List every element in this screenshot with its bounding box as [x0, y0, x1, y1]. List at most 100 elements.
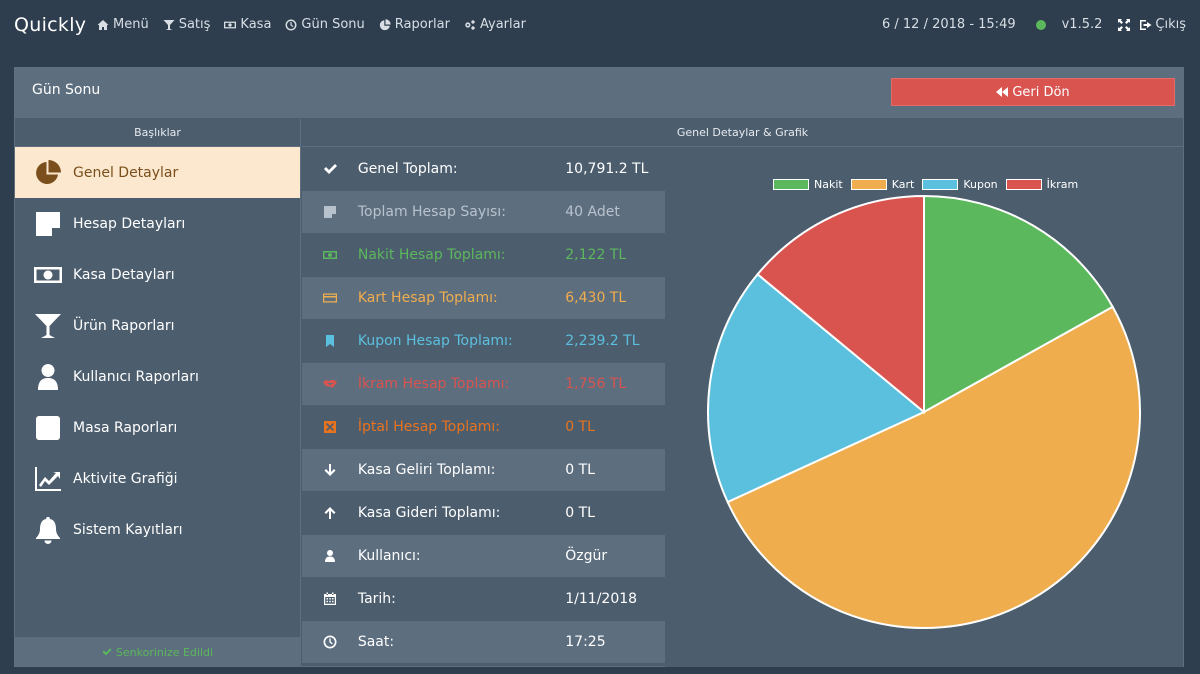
nav-menu[interactable]: Menü [97, 17, 149, 32]
sidebar-item-label: Sistem Kayıtları [73, 521, 183, 538]
check-icon [102, 648, 112, 656]
nav-satis[interactable]: Satış [163, 17, 211, 32]
row-value: Özgür [565, 548, 608, 564]
nav-menu-label: Menü [113, 17, 149, 32]
sync-status-label: Senkorinize Edildi [115, 645, 214, 659]
row-label: Toplam Hesap Sayısı: [357, 204, 506, 220]
nav-raporlar-label: Raporlar [394, 17, 450, 32]
sidebar-item-label: Hesap Detayları [73, 215, 186, 232]
nav-kasa[interactable]: Kasa [224, 17, 271, 32]
logout-button[interactable]: Çıkış [1140, 17, 1186, 32]
bell-icon [33, 515, 63, 545]
pie-chart: Nakit Kart Kupon İkram [665, 148, 1183, 667]
brand-logo[interactable]: Quickly [14, 14, 87, 36]
legend-entry[interactable]: Kart [850, 178, 915, 191]
table-row: Nakit Hesap Toplamı: 2,122 TL [302, 234, 665, 277]
row-value: 0 TL [565, 462, 595, 478]
row-value: 40 Adet [565, 204, 620, 220]
online-status-indicator [1035, 19, 1046, 30]
table-row: Toplam Hesap Sayısı: 40 Adet [302, 191, 665, 234]
sidebar-header: Başlıklar [15, 119, 300, 147]
table-row: İptal Hesap Toplamı: 0 TL [302, 406, 665, 449]
sidebar-item-label: Masa Raporları [73, 419, 178, 436]
back-button[interactable]: Geri Dön [891, 78, 1175, 106]
nav-gun-sonu[interactable]: Gün Sonu [285, 17, 365, 32]
report-sidebar: Başlıklar Genel Detaylar Hesap Detayları… [15, 119, 301, 667]
table-row: Genel Toplam: 10,791.2 TL [302, 148, 665, 191]
legend-entry[interactable]: İkram [1005, 178, 1079, 191]
sticky-note-icon [33, 209, 63, 239]
pie-slice-kupon[interactable] [707, 272, 926, 504]
row-label: Kupon Hesap Toplamı: [357, 333, 513, 349]
row-label: Genel Toplam: [357, 161, 458, 177]
nav-ayarlar[interactable]: Ayarlar [464, 17, 526, 32]
row-value: 0 TL [565, 419, 595, 435]
sidebar-item-label: Kasa Detayları [73, 266, 175, 283]
money-icon [302, 248, 358, 262]
row-label: İkram Hesap Toplamı: [357, 376, 510, 392]
legend-label: Kart [891, 178, 915, 191]
sidebar-item-masa-raporlari[interactable]: Masa Raporları [15, 402, 300, 453]
expand-icon [1118, 18, 1131, 31]
datetime-display: 6 / 12 / 2018 - 15:49 [882, 17, 1016, 32]
sidebar-item-label: Kullanıcı Raporları [73, 368, 199, 385]
top-right-area: 6 / 12 / 2018 - 15:49 v1.5.2 Çıkış [882, 17, 1186, 32]
row-label: Kasa Gideri Toplamı: [357, 505, 501, 521]
row-label: Kart Hesap Toplamı: [357, 290, 498, 306]
calendar-icon [302, 592, 358, 606]
table-row: Kasa Gideri Toplamı: 0 TL [302, 492, 665, 535]
legend-swatch [1005, 179, 1042, 190]
sidebar-item-hesap-detaylari[interactable]: Hesap Detayları [15, 198, 300, 249]
sticky-note-icon [302, 205, 358, 219]
row-value: 10,791.2 TL [565, 161, 649, 177]
sidebar-item-sistem-kayitlari[interactable]: Sistem Kayıtları [15, 504, 300, 555]
backward-icon [996, 87, 1009, 97]
table-row: Tarih: 1/11/2018 [302, 578, 665, 621]
sidebar-item-kullanici-raporlari[interactable]: Kullanıcı Raporları [15, 351, 300, 402]
row-label: Kullanıcı: [357, 548, 421, 564]
table-row: Kasa Geliri Toplamı: 0 TL [302, 449, 665, 492]
sidebar-item-label: Genel Detaylar [73, 164, 179, 181]
back-button-label: Geri Dön [1012, 84, 1070, 100]
table-row: Kullanıcı: Özgür [302, 535, 665, 578]
table-row: İkram Hesap Toplamı: 1,756 TL [302, 363, 665, 406]
credit-card-icon [302, 291, 358, 305]
pie-slice-kart[interactable] [726, 305, 1141, 629]
nav-kasa-label: Kasa [240, 17, 272, 32]
row-value: 2,122 TL [565, 247, 627, 263]
nav-satis-label: Satış [178, 17, 211, 32]
nav-gun-sonu-label: Gün Sonu [301, 17, 365, 32]
pie-slice-i̇kram[interactable] [756, 194, 925, 415]
table-row: Saat: 17:25 [302, 621, 665, 664]
top-navbar: Quickly Menü Satış Kasa Gün Sonu Raporla… [0, 0, 1200, 52]
row-value: 17:25 [565, 634, 606, 650]
sidebar-item-urun-raporlari[interactable]: Ürün Raporları [15, 300, 300, 351]
legend-entry[interactable]: Nakit [773, 178, 843, 191]
sidebar-item-genel-detaylar[interactable]: Genel Detaylar [15, 147, 300, 198]
legend-swatch [773, 179, 809, 190]
sidebar-item-kasa-detaylari[interactable]: Kasa Detayları [15, 249, 300, 300]
legend-swatch [850, 179, 887, 190]
clock-icon [302, 635, 358, 649]
row-label: Tarih: [357, 591, 396, 607]
pie-slice-nakit[interactable] [923, 194, 1115, 414]
legend-label: İkram [1046, 178, 1079, 191]
fullscreen-button[interactable] [1118, 18, 1131, 31]
cocktail-icon [33, 311, 63, 341]
clock-icon [285, 19, 297, 30]
check-icon [302, 162, 358, 176]
row-value: 1/11/2018 [565, 591, 638, 607]
sidebar-item-aktivite-grafigi[interactable]: Aktivite Grafiği [15, 453, 300, 504]
page-title: Gün Sonu [32, 82, 101, 98]
handshake-icon [302, 377, 358, 391]
version-label: v1.5.2 [1061, 17, 1103, 32]
cogs-icon [465, 19, 475, 30]
row-value: 1,756 TL [565, 376, 627, 392]
legend-entry[interactable]: Kupon [922, 178, 998, 191]
row-value: 0 TL [565, 505, 595, 521]
nav-ayarlar-label: Ayarlar [479, 17, 526, 32]
cancel-box-icon [302, 420, 358, 434]
sync-status: Senkorinize Edildi [15, 637, 300, 667]
nav-raporlar[interactable]: Raporlar [379, 17, 450, 32]
row-label: İptal Hesap Toplamı: [357, 419, 500, 435]
